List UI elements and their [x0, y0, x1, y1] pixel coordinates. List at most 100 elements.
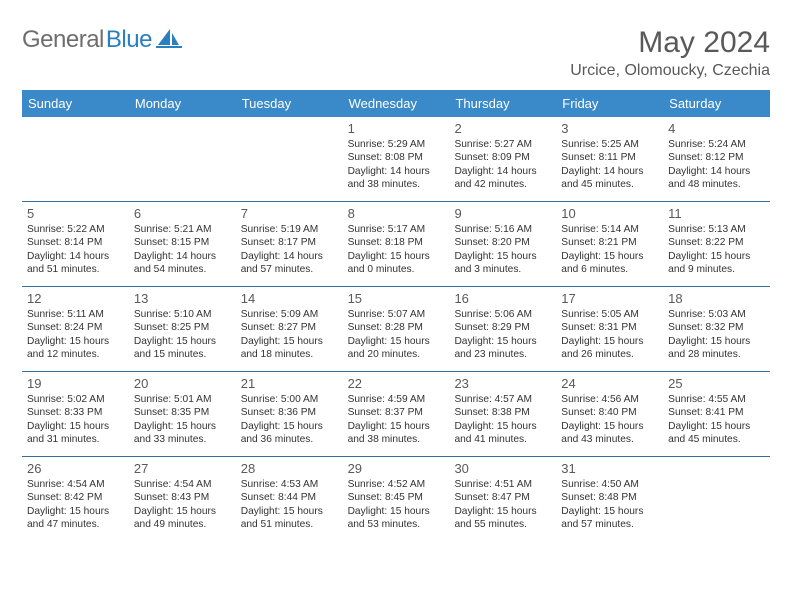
calendar-cell: 8Sunrise: 5:17 AMSunset: 8:18 PMDaylight… — [343, 202, 450, 286]
calendar-cell: 26Sunrise: 4:54 AMSunset: 8:42 PMDayligh… — [22, 457, 129, 541]
cell-line: Sunset: 8:24 PM — [27, 321, 124, 334]
cell-line: Sunset: 8:29 PM — [454, 321, 551, 334]
cell-line: and 51 minutes. — [27, 263, 124, 276]
cell-line: Daylight: 14 hours — [241, 250, 338, 263]
cell-line: Sunrise: 5:05 AM — [561, 308, 658, 321]
cell-line: Sunrise: 4:53 AM — [241, 478, 338, 491]
cell-line: Sunrise: 5:19 AM — [241, 223, 338, 236]
cell-line: Daylight: 15 hours — [668, 335, 765, 348]
calendar-week: 5Sunrise: 5:22 AMSunset: 8:14 PMDaylight… — [22, 202, 770, 287]
day-header-monday: Monday — [129, 90, 236, 117]
day-number: 12 — [27, 291, 124, 306]
cell-line: and 57 minutes. — [561, 518, 658, 531]
cell-line: Daylight: 14 hours — [27, 250, 124, 263]
cell-line: Sunrise: 5:27 AM — [454, 138, 551, 151]
cell-line: Sunset: 8:33 PM — [27, 406, 124, 419]
cell-line: and 41 minutes. — [454, 433, 551, 446]
weeks-container: 1Sunrise: 5:29 AMSunset: 8:08 PMDaylight… — [22, 117, 770, 541]
cell-line: Sunset: 8:44 PM — [241, 491, 338, 504]
cell-line: Sunrise: 5:10 AM — [134, 308, 231, 321]
calendar-cell: 22Sunrise: 4:59 AMSunset: 8:37 PMDayligh… — [343, 372, 450, 456]
cell-line: Sunrise: 5:02 AM — [27, 393, 124, 406]
cell-line: Sunset: 8:38 PM — [454, 406, 551, 419]
cell-line: Sunrise: 5:09 AM — [241, 308, 338, 321]
cell-line: Sunrise: 5:00 AM — [241, 393, 338, 406]
cell-line: Daylight: 14 hours — [454, 165, 551, 178]
cell-line: Sunset: 8:21 PM — [561, 236, 658, 249]
calendar-cell: 10Sunrise: 5:14 AMSunset: 8:21 PMDayligh… — [556, 202, 663, 286]
cell-line: and 31 minutes. — [27, 433, 124, 446]
cell-line: Sunrise: 4:54 AM — [27, 478, 124, 491]
day-number: 3 — [561, 121, 658, 136]
day-header-tuesday: Tuesday — [236, 90, 343, 117]
calendar-cell — [663, 457, 770, 541]
cell-line: Sunrise: 5:14 AM — [561, 223, 658, 236]
day-number: 4 — [668, 121, 765, 136]
cell-line: Sunset: 8:28 PM — [348, 321, 445, 334]
cell-line: Sunrise: 4:52 AM — [348, 478, 445, 491]
cell-line: Sunset: 8:17 PM — [241, 236, 338, 249]
cell-line: and 9 minutes. — [668, 263, 765, 276]
calendar-cell: 15Sunrise: 5:07 AMSunset: 8:28 PMDayligh… — [343, 287, 450, 371]
cell-line: and 18 minutes. — [241, 348, 338, 361]
cell-line: and 55 minutes. — [454, 518, 551, 531]
cell-line: Sunset: 8:22 PM — [668, 236, 765, 249]
calendar-week: 1Sunrise: 5:29 AMSunset: 8:08 PMDaylight… — [22, 117, 770, 202]
day-number: 28 — [241, 461, 338, 476]
day-number: 18 — [668, 291, 765, 306]
cell-line: and 33 minutes. — [134, 433, 231, 446]
cell-line: Sunrise: 4:51 AM — [454, 478, 551, 491]
cell-line: and 26 minutes. — [561, 348, 658, 361]
day-number: 22 — [348, 376, 445, 391]
calendar-cell: 23Sunrise: 4:57 AMSunset: 8:38 PMDayligh… — [449, 372, 556, 456]
day-number: 19 — [27, 376, 124, 391]
calendar-week: 26Sunrise: 4:54 AMSunset: 8:42 PMDayligh… — [22, 457, 770, 541]
calendar-cell: 17 Sunrise: 5:05 AMSunset: 8:31 PMDayligh… — [556, 287, 663, 371]
calendar-cell: 6Sunrise: 5:21 AMSunset: 8:15 PMDaylight… — [129, 202, 236, 286]
cell-line: Sunset: 8:31 PM — [561, 321, 658, 334]
day-number: 1 — [348, 121, 445, 136]
cell-line: Sunset: 8:48 PM — [561, 491, 658, 504]
cell-line: and 53 minutes. — [348, 518, 445, 531]
calendar-cell — [129, 117, 236, 201]
logo-text-part1: General — [22, 26, 104, 54]
cell-line: Daylight: 15 hours — [27, 420, 124, 433]
day-number: 10 — [561, 206, 658, 221]
cell-line: and 36 minutes. — [241, 433, 338, 446]
cell-line: and 48 minutes. — [668, 178, 765, 191]
day-number: 6 — [134, 206, 231, 221]
cell-line: Sunrise: 4:56 AM — [561, 393, 658, 406]
cell-line: Daylight: 15 hours — [561, 420, 658, 433]
day-number: 9 — [454, 206, 551, 221]
cell-line: and 47 minutes. — [27, 518, 124, 531]
cell-line: Daylight: 14 hours — [668, 165, 765, 178]
cell-line: Daylight: 14 hours — [561, 165, 658, 178]
cell-line: Sunset: 8:43 PM — [134, 491, 231, 504]
title-block: May 2024 Urcice, Olomoucky, Czechia — [570, 26, 770, 80]
cell-line: Sunrise: 5:17 AM — [348, 223, 445, 236]
calendar-cell: 29Sunrise: 4:52 AMSunset: 8:45 PMDayligh… — [343, 457, 450, 541]
cell-line: Daylight: 15 hours — [561, 335, 658, 348]
cell-line: Daylight: 14 hours — [348, 165, 445, 178]
day-number: 7 — [241, 206, 338, 221]
day-header-wednesday: Wednesday — [343, 90, 450, 117]
cell-line: and 45 minutes. — [668, 433, 765, 446]
calendar-cell: 3Sunrise: 5:25 AMSunset: 8:11 PMDaylight… — [556, 117, 663, 201]
cell-line: Daylight: 15 hours — [134, 505, 231, 518]
calendar-cell: 20Sunrise: 5:01 AMSunset: 8:35 PMDayligh… — [129, 372, 236, 456]
calendar-cell: 7 Sunrise: 5:19 AMSunset: 8:17 PMDaylight… — [236, 202, 343, 286]
day-number: 5 — [27, 206, 124, 221]
page-title: May 2024 — [570, 26, 770, 60]
cell-line: Daylight: 15 hours — [668, 250, 765, 263]
cell-line: Sunrise: 5:13 AM — [668, 223, 765, 236]
cell-line: Sunset: 8:12 PM — [668, 151, 765, 164]
day-number: 8 — [348, 206, 445, 221]
day-number: 23 — [454, 376, 551, 391]
cell-line: Sunset: 8:15 PM — [134, 236, 231, 249]
cell-line: Daylight: 14 hours — [134, 250, 231, 263]
cell-line: and 42 minutes. — [454, 178, 551, 191]
cell-line: Sunrise: 5:24 AM — [668, 138, 765, 151]
cell-line: Daylight: 15 hours — [348, 250, 445, 263]
cell-line: Daylight: 15 hours — [241, 420, 338, 433]
day-number: 17 — [561, 291, 658, 306]
